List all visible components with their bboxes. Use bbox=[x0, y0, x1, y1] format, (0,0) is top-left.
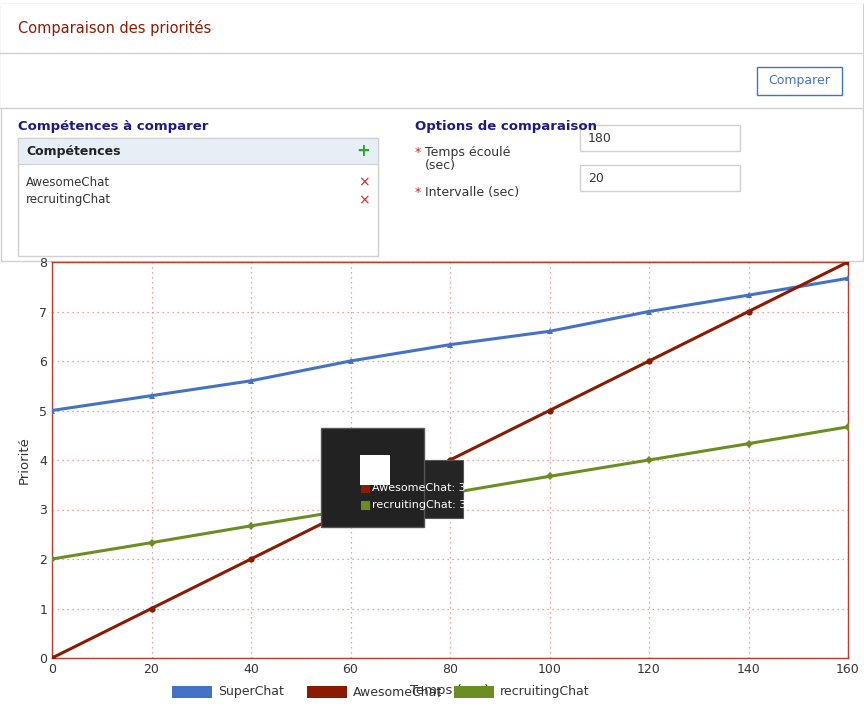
Bar bbox=[172, 686, 212, 698]
SuperChat bbox=[842, 274, 853, 283]
SuperChat bbox=[644, 307, 654, 316]
Line: recruitingChat: recruitingChat bbox=[49, 424, 851, 562]
Text: AwesomeChat: 3: AwesomeChat: 3 bbox=[372, 483, 466, 493]
AwesomeChat bbox=[842, 257, 853, 266]
AwesomeChat bbox=[246, 554, 257, 563]
Text: Options de comparaison: Options de comparaison bbox=[415, 120, 597, 133]
AwesomeChat bbox=[445, 456, 455, 464]
Text: *: * bbox=[415, 146, 425, 159]
Text: recruitingChat: 3: recruitingChat: 3 bbox=[372, 500, 467, 510]
Text: Compétences: Compétences bbox=[26, 144, 120, 157]
Bar bbox=[757, 66, 842, 94]
Text: SuperChat: SuperChat bbox=[218, 686, 284, 699]
Bar bbox=[580, 125, 740, 151]
Bar bbox=[18, 138, 378, 256]
recruitingChat bbox=[743, 439, 753, 448]
recruitingChat bbox=[445, 489, 455, 497]
Text: 180: 180 bbox=[588, 131, 612, 144]
SuperChat bbox=[47, 406, 57, 415]
Text: Comparaison des priorités: Comparaison des priorités bbox=[18, 20, 212, 36]
SuperChat bbox=[346, 357, 356, 366]
Text: AwesomeChat: AwesomeChat bbox=[353, 686, 442, 699]
SuperChat bbox=[743, 291, 753, 299]
Text: +: + bbox=[356, 142, 370, 160]
Y-axis label: Priorité: Priorité bbox=[18, 436, 31, 484]
Text: AwesomeChat: AwesomeChat bbox=[26, 175, 110, 188]
Bar bbox=[580, 165, 740, 191]
Text: 60: 60 bbox=[365, 472, 379, 482]
recruitingChat bbox=[47, 554, 57, 563]
Bar bbox=[361, 501, 370, 510]
Text: *: * bbox=[415, 186, 425, 199]
recruitingChat bbox=[842, 423, 853, 431]
SuperChat bbox=[246, 376, 257, 385]
Text: 60: 60 bbox=[361, 474, 378, 487]
recruitingChat bbox=[346, 505, 356, 514]
AwesomeChat bbox=[644, 357, 654, 366]
Text: Temps écoulé: Temps écoulé bbox=[425, 146, 511, 159]
Text: Intervalle (sec): Intervalle (sec) bbox=[425, 186, 519, 199]
AwesomeChat bbox=[47, 654, 57, 663]
SuperChat bbox=[146, 392, 156, 400]
Text: recruitingChat: recruitingChat bbox=[26, 193, 111, 206]
Text: Compétences à comparer: Compétences à comparer bbox=[18, 120, 208, 133]
AwesomeChat bbox=[743, 307, 753, 316]
Bar bbox=[454, 686, 494, 698]
AwesomeChat bbox=[544, 406, 555, 415]
Bar bbox=[307, 686, 346, 698]
Text: recruitingChat: recruitingChat bbox=[500, 686, 589, 699]
Text: ×: × bbox=[359, 193, 370, 207]
SuperChat bbox=[544, 327, 555, 336]
SuperChat bbox=[445, 340, 455, 349]
Bar bbox=[361, 484, 370, 493]
recruitingChat bbox=[146, 539, 156, 547]
recruitingChat bbox=[644, 456, 654, 464]
Line: AwesomeChat: AwesomeChat bbox=[49, 259, 851, 661]
Text: (sec): (sec) bbox=[425, 159, 456, 172]
Bar bbox=[1, 53, 863, 108]
X-axis label: Temps (sec): Temps (sec) bbox=[410, 684, 490, 697]
Line: SuperChat: SuperChat bbox=[48, 275, 852, 414]
recruitingChat bbox=[544, 472, 555, 481]
Bar bbox=[18, 138, 378, 164]
recruitingChat bbox=[246, 521, 257, 530]
Text: Comparer: Comparer bbox=[769, 74, 830, 87]
Bar bbox=[360, 455, 391, 485]
Text: 20: 20 bbox=[588, 172, 604, 185]
AwesomeChat bbox=[146, 604, 156, 613]
Bar bbox=[1, 4, 863, 53]
Text: ×: × bbox=[359, 175, 370, 189]
AwesomeChat bbox=[346, 505, 356, 514]
Bar bbox=[358, 461, 463, 518]
